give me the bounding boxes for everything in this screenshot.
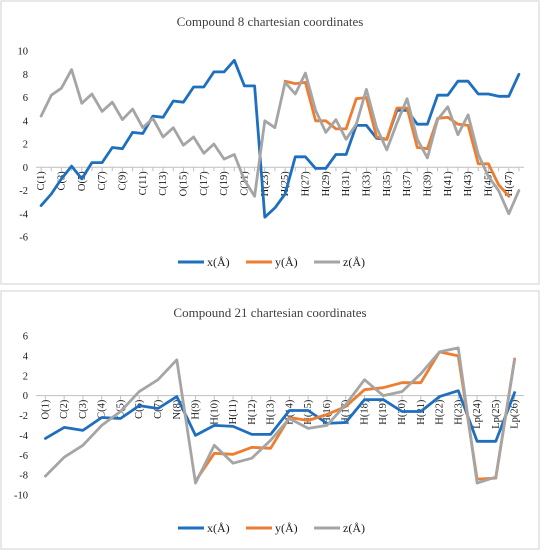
chart-compound-21-svg: Compound 21 chartesian coordinates -10 -8 -…: [0, 290, 540, 550]
x-tick-label: H(11): [228, 399, 239, 424]
y-tick-label: -8: [19, 471, 28, 482]
x-tick-label: H(10): [209, 399, 220, 425]
x-tick-label: Lp(25): [491, 399, 502, 429]
y-tick-label: -10: [14, 491, 28, 502]
x-tick-label: H(16): [322, 399, 333, 425]
series-line-3: [39, 68, 521, 216]
legend-label: z(Å): [343, 521, 365, 535]
y-tick-label: 10: [18, 47, 29, 58]
series-line-3: [44, 346, 516, 485]
legend-label: x(Å): [207, 255, 230, 269]
x-tick-label: H(18): [359, 399, 370, 425]
x-tick-label: C(2): [59, 399, 70, 419]
x-tick-label: H(12): [247, 399, 258, 425]
legend-label: y(Å): [275, 521, 298, 535]
y-tick-label: -2: [19, 186, 28, 197]
legend-label: z(Å): [343, 255, 365, 269]
y-tick-label: -6: [19, 451, 28, 462]
x-tick-label: C(4): [97, 399, 108, 419]
x-tick-label: H(45): [483, 171, 494, 197]
chart-compound-21: Compound 21 chartesian coordinates -10 -8 -…: [0, 290, 540, 550]
x-tick-label: H(37): [402, 171, 413, 197]
x-tick-label: C(17): [199, 171, 210, 196]
y-tick-label: 0: [23, 391, 28, 402]
x-tick-label: H(35): [382, 171, 393, 197]
x-tick-label: C(19): [219, 171, 230, 196]
x-tick-label: C(3): [78, 399, 89, 419]
y-tick-label: -4: [19, 209, 28, 220]
y-tick-label: 6: [23, 93, 28, 104]
y-tick-label: 4: [23, 351, 29, 362]
y-tick-label: 0: [23, 163, 28, 174]
x-tick-label: H(43): [463, 171, 474, 197]
x-tick-label: H(47): [504, 171, 515, 197]
x-tick-label: H(22): [435, 399, 446, 425]
x-tick-label: N(8): [172, 399, 183, 419]
x-tick-label: H(29): [321, 171, 332, 197]
x-tick-label: C(9): [117, 171, 128, 191]
chart-title: Compound 21 chartesian coordinates: [173, 305, 366, 320]
x-tick-label: H(19): [378, 399, 389, 425]
y-tick-label: -6: [19, 233, 28, 244]
y-tick-label: -2: [19, 411, 28, 422]
series-line-1: [44, 389, 516, 443]
x-tick-label: C(7): [97, 171, 108, 191]
y-tick-label: 4: [23, 116, 29, 127]
x-tick-label: C(6): [134, 399, 145, 419]
series-line-1: [39, 58, 521, 219]
x-tick-label: H(33): [361, 171, 372, 197]
legend-label: x(Å): [207, 521, 230, 535]
x-tick-label: H(9): [191, 399, 202, 419]
chart-title: Compound 8 chartesian coordinates: [177, 14, 364, 29]
chart-compound-8: Compound 8 chartesian coordinates -6 -4 -2 0…: [0, 0, 540, 285]
x-tick-label: H(17): [341, 399, 352, 425]
chart-compound-8-svg: Compound 8 chartesian coordinates -6 -4 -2 0…: [0, 0, 540, 285]
legend-label: y(Å): [275, 255, 298, 269]
y-tick-label: 2: [23, 140, 28, 151]
series-line-2: [283, 79, 511, 198]
x-tick-label: Lp(26): [510, 399, 521, 429]
x-tick-label: H(39): [422, 171, 433, 197]
x-tick-label: H(23): [453, 399, 464, 425]
x-tick-label: C(13): [158, 171, 169, 196]
y-tick-label: 6: [23, 332, 28, 343]
y-tick-label: 2: [23, 371, 28, 382]
chart-frame: [0, 290, 540, 550]
chart-frame: [0, 0, 540, 285]
x-tick-label: H(13): [266, 399, 277, 425]
x-tick-label: H(31): [341, 171, 352, 197]
y-tick-label: 8: [23, 70, 28, 81]
x-tick-label: O(15): [178, 171, 189, 197]
x-tick-label: H(25): [280, 171, 291, 197]
x-tick-label: C(11): [138, 171, 149, 196]
x-tick-label: O(5): [77, 171, 88, 191]
y-tick-label: -4: [19, 431, 28, 442]
x-tick-label: Lp(24): [472, 399, 483, 429]
x-tick-label: H(27): [300, 171, 311, 197]
x-tick-label: H(23): [260, 171, 271, 197]
x-tick-label: H(41): [443, 171, 454, 197]
x-tick-label: O(1): [40, 399, 51, 419]
x-tick-label: C(1): [36, 171, 47, 191]
